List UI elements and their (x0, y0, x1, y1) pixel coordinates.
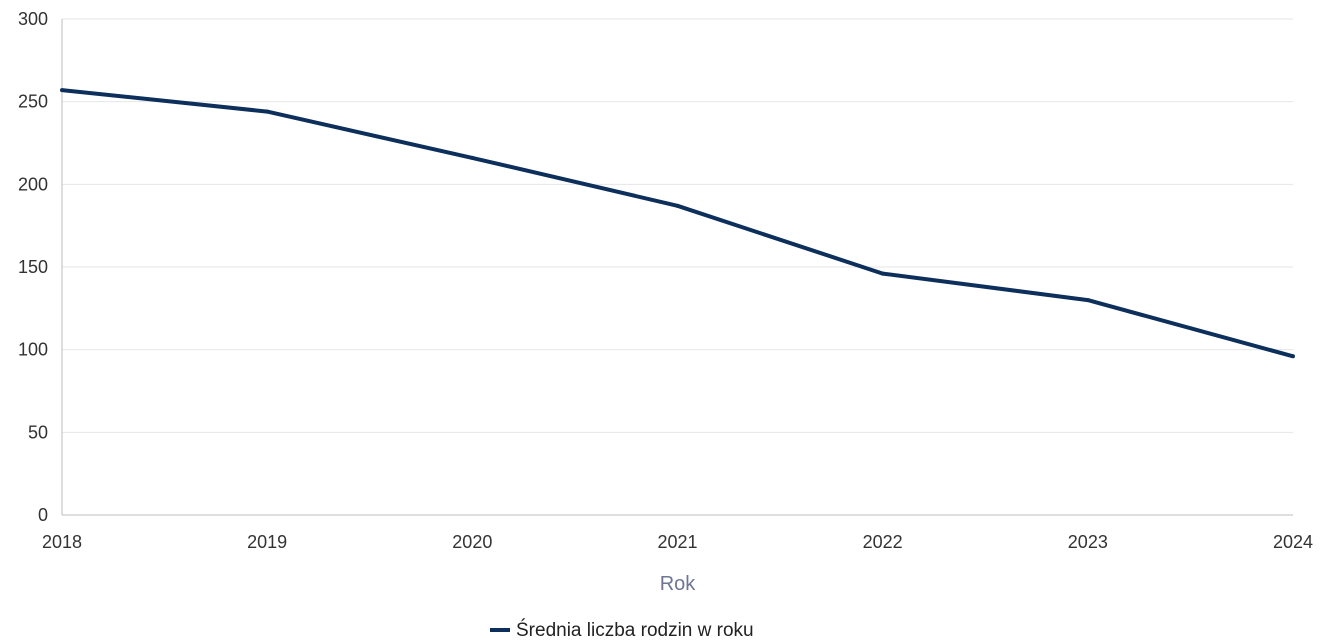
data-point (880, 271, 885, 276)
x-tick-label: 2023 (1068, 532, 1108, 552)
x-tick-label: 2024 (1273, 532, 1313, 552)
x-axis-title: Rok (660, 573, 697, 595)
x-tick-label: 2019 (247, 532, 287, 552)
data-point (675, 203, 680, 208)
y-tick-label: 150 (18, 257, 48, 277)
data-point (60, 88, 64, 93)
y-tick-label: 200 (18, 174, 48, 194)
y-tick-label: 50 (28, 422, 48, 442)
y-axis-ticks: 0 50 100 150 200 250 300 (18, 9, 48, 525)
data-point (470, 155, 475, 160)
axes (61, 19, 1293, 516)
data-point (265, 109, 270, 114)
gridlines (62, 18, 1293, 433)
series-line (61, 88, 1294, 359)
x-tick-label: 2018 (42, 532, 82, 552)
x-tick-label: 2020 (452, 532, 492, 552)
x-tick-label: 2022 (863, 532, 903, 552)
y-tick-label: 100 (18, 340, 48, 360)
x-axis-ticks: 2018 2019 2020 2021 2022 2023 2024 (42, 532, 1313, 552)
data-point (1085, 298, 1090, 303)
legend: Średnia liczba rodzin w roku (490, 619, 754, 641)
y-tick-label: 250 (18, 92, 48, 112)
legend-label: Średnia liczba rodzin w roku (516, 619, 754, 641)
y-tick-label: 0 (38, 505, 48, 525)
series-lines (60, 88, 1295, 359)
x-tick-label: 2021 (657, 532, 697, 552)
legend-swatch (490, 628, 510, 632)
data-point (1291, 354, 1295, 359)
y-tick-label: 300 (18, 9, 48, 29)
